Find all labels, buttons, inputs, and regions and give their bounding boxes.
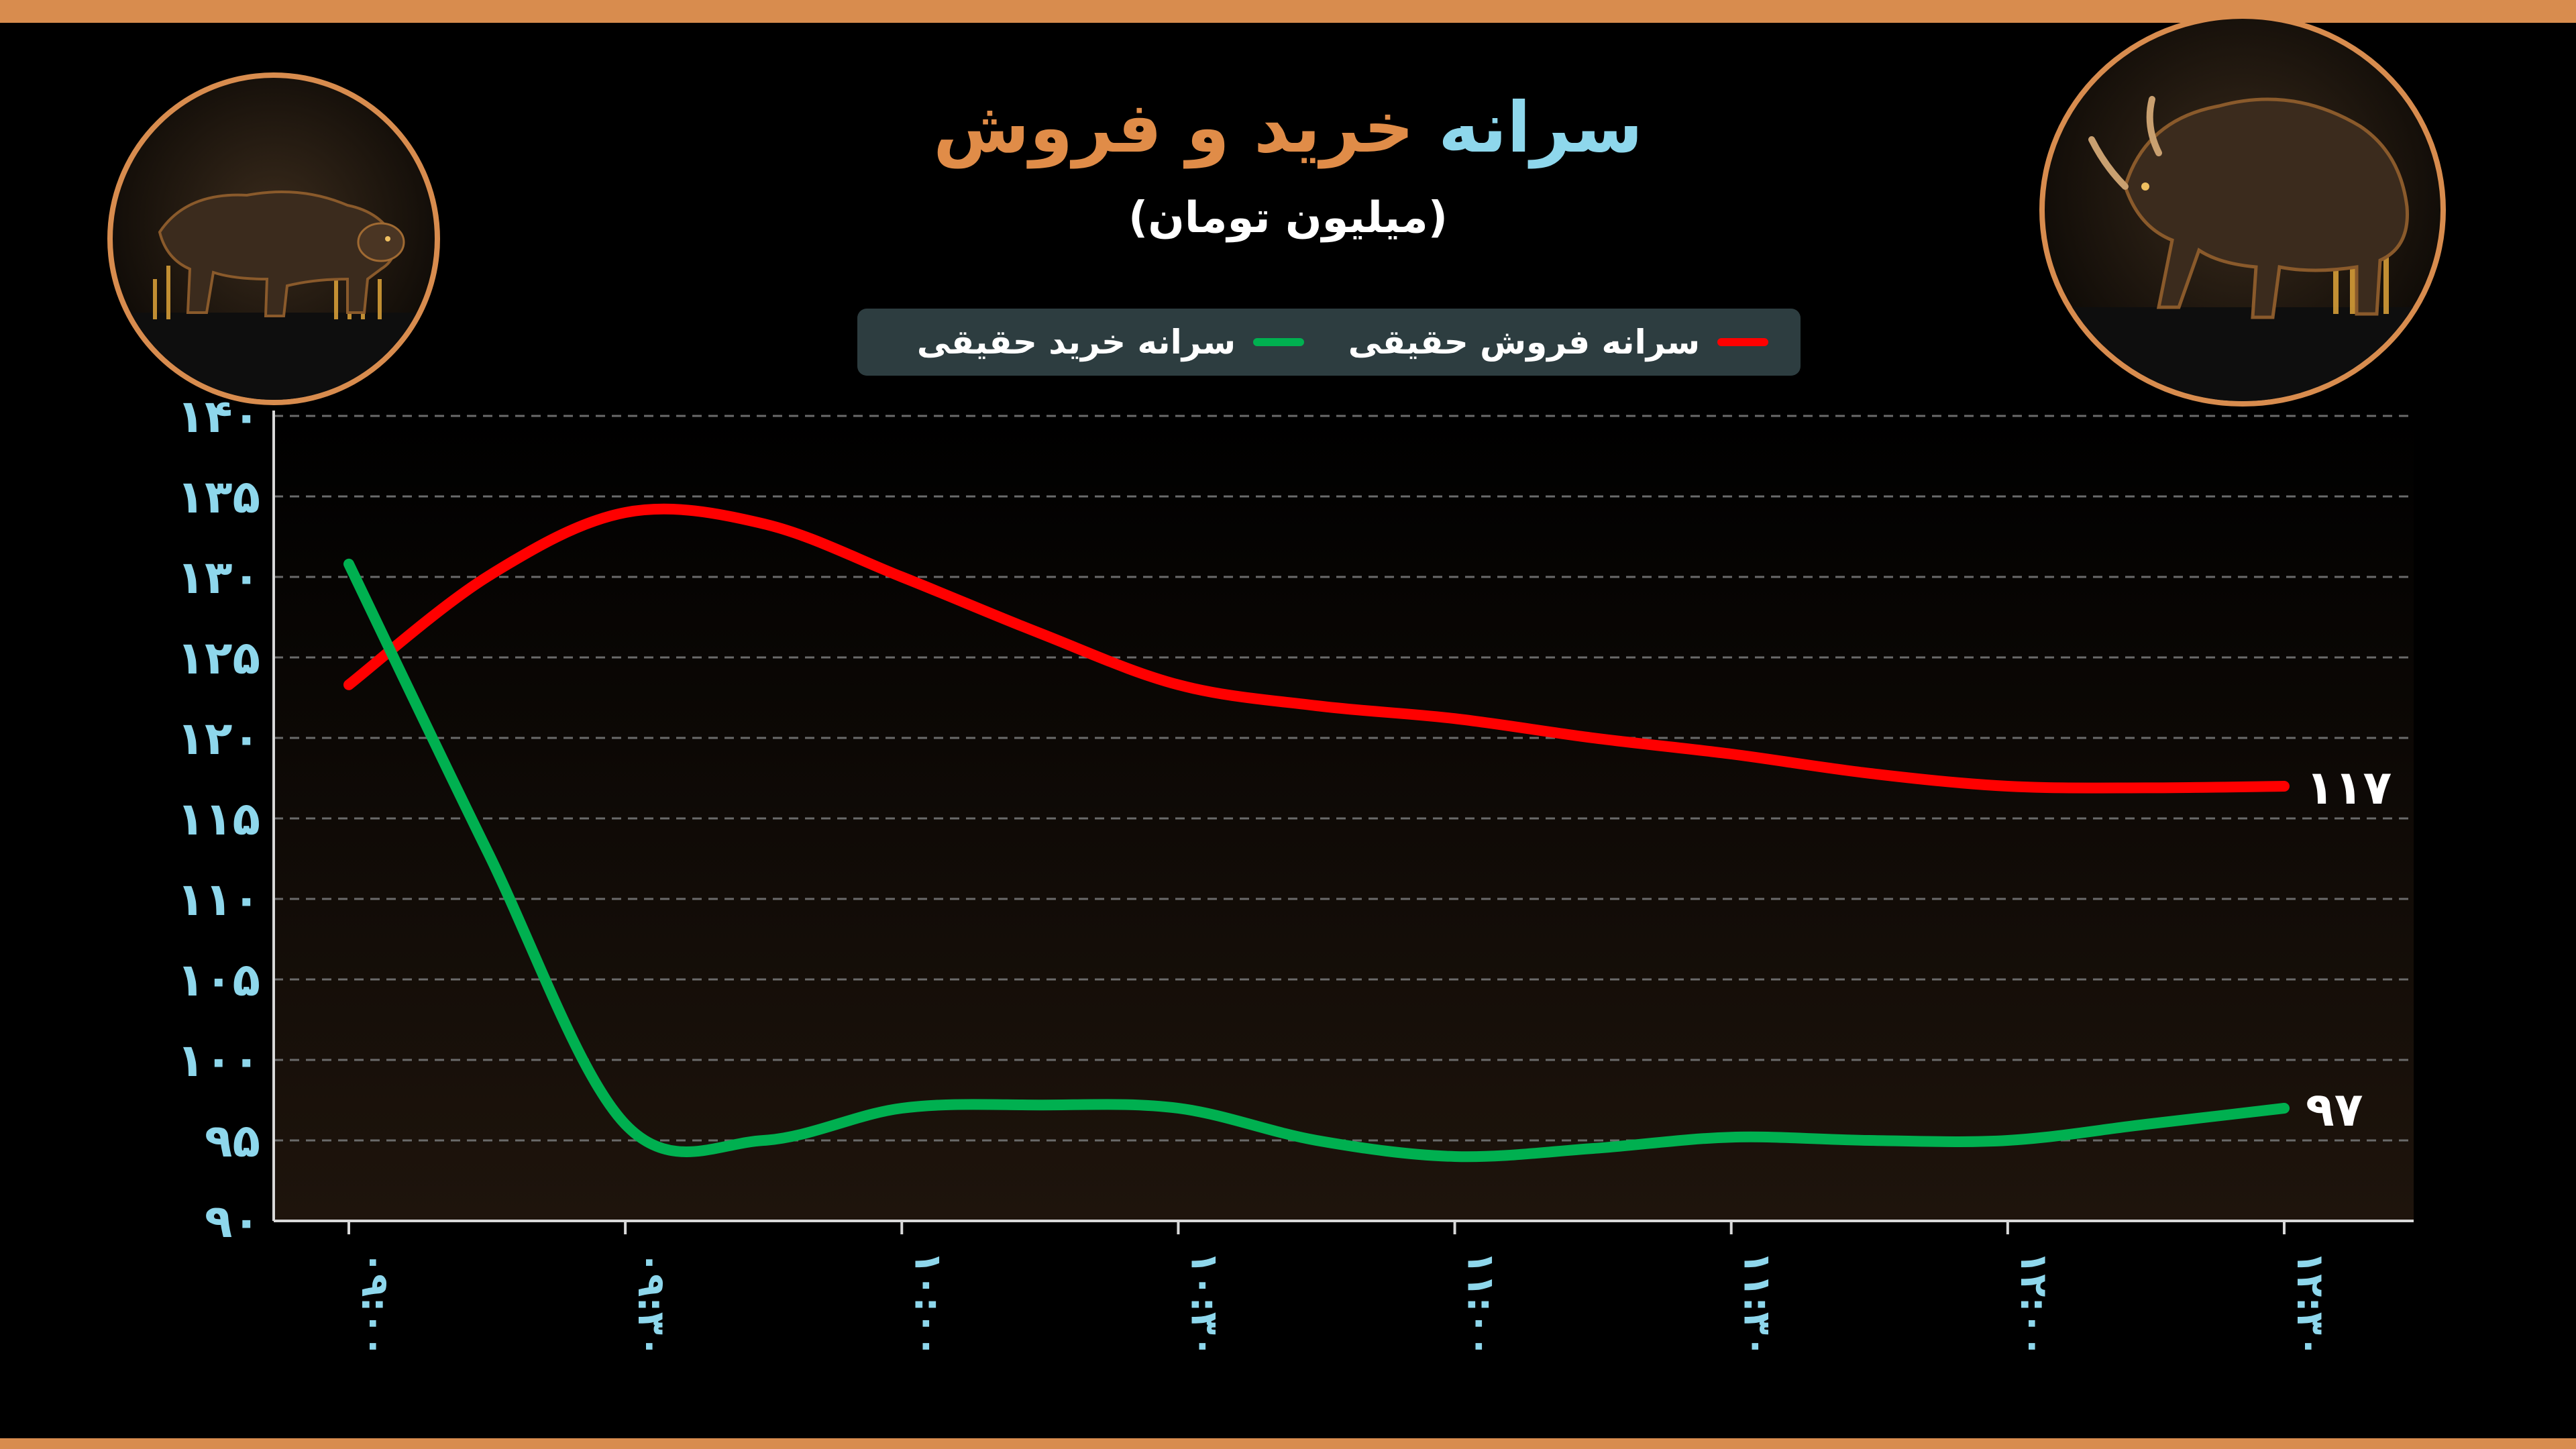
y-tick-label: ۹۵ <box>205 1115 260 1168</box>
legend-label-buy: سرانه خرید حقیقی <box>916 323 1236 362</box>
y-tick-label: ۱۴۰ <box>176 390 260 443</box>
y-tick-label: ۱۲۵ <box>176 632 260 685</box>
chart-title-part1: سرانه <box>1438 87 1643 168</box>
x-tick-label: ۱۱:۰۰ <box>1459 1251 1503 1358</box>
x-tick-label: ۰۹:۳۰ <box>629 1251 673 1358</box>
sell-end-label: ۱۱۷ <box>2306 760 2392 815</box>
y-tick-label: ۹۰ <box>205 1195 260 1248</box>
top-accent-bar <box>0 0 2576 23</box>
y-tick-label: ۱۲۰ <box>176 712 260 765</box>
x-tick-label: ۰۹:۰۰ <box>353 1251 396 1358</box>
chart-title: سرانه خرید و فروش <box>0 80 2576 174</box>
buy-series-line <box>343 558 2290 1163</box>
bear-icon <box>107 72 440 405</box>
x-tick-label: ۱۲:۰۰ <box>2012 1251 2055 1358</box>
y-tick-label: ۱۰۰ <box>176 1034 260 1087</box>
y-tick-label: ۱۱۰ <box>176 873 260 926</box>
legend-swatch-buy <box>1253 338 1304 346</box>
x-tick-label: ۱۰:۳۰ <box>1182 1251 1226 1358</box>
legend-swatch-sell <box>1717 338 1768 346</box>
bottom-accent-bar <box>0 1438 2576 1449</box>
buy-end-label: ۹۷ <box>2306 1082 2363 1137</box>
x-tick-label: ۱۲:۳۰ <box>2288 1251 2332 1358</box>
bear-illustration <box>113 191 435 400</box>
x-axis-ticks: ۰۹:۰۰ ۰۹:۳۰ ۱۰:۰۰ ۱۰:۳۰ ۱۱:۰۰ ۱۱:۳۰ ۱۲:۰۰ ۱۲:۳۰ <box>347 1221 2332 1358</box>
y-tick-label: ۱۳۵ <box>176 471 260 524</box>
chart-title-part2: خرید و فروش <box>933 87 1414 168</box>
legend-item-sell: سرانه فروش حقیقی <box>1348 309 1768 376</box>
x-tick-label: ۱۱:۳۰ <box>1735 1251 1779 1358</box>
series-lines <box>343 503 2290 1163</box>
chart-subtitle: (میلیون تومان) <box>1128 193 1448 243</box>
y-tick-label: ۱۱۵ <box>176 793 260 846</box>
y-axis-ticks: ۹۰ ۹۵ ۱۰۰ ۱۰۵ ۱۱۰ ۱۱۵ ۱۲۰ ۱۲۵ ۱۳۰ ۱۳۵ ۱۴۰ <box>176 390 260 1248</box>
axes <box>272 411 2414 1222</box>
y-tick-label: ۱۳۰ <box>176 551 260 604</box>
bull-illustration <box>2045 96 2440 401</box>
legend-item-buy: سرانه خرید حقیقی <box>917 309 1304 376</box>
end-labels: ۱۱۷ ۹۷ <box>2306 760 2392 1137</box>
chart-legend: سرانه فروش حقیقی سرانه خرید حقیقی <box>857 309 1801 376</box>
x-tick-label: ۱۰:۰۰ <box>906 1251 949 1358</box>
y-tick-label: ۱۰۵ <box>176 954 260 1007</box>
sell-series-line <box>343 503 2290 794</box>
legend-label-sell: سرانه فروش حقیقی <box>1348 323 1700 362</box>
bull-icon <box>2039 13 2446 407</box>
